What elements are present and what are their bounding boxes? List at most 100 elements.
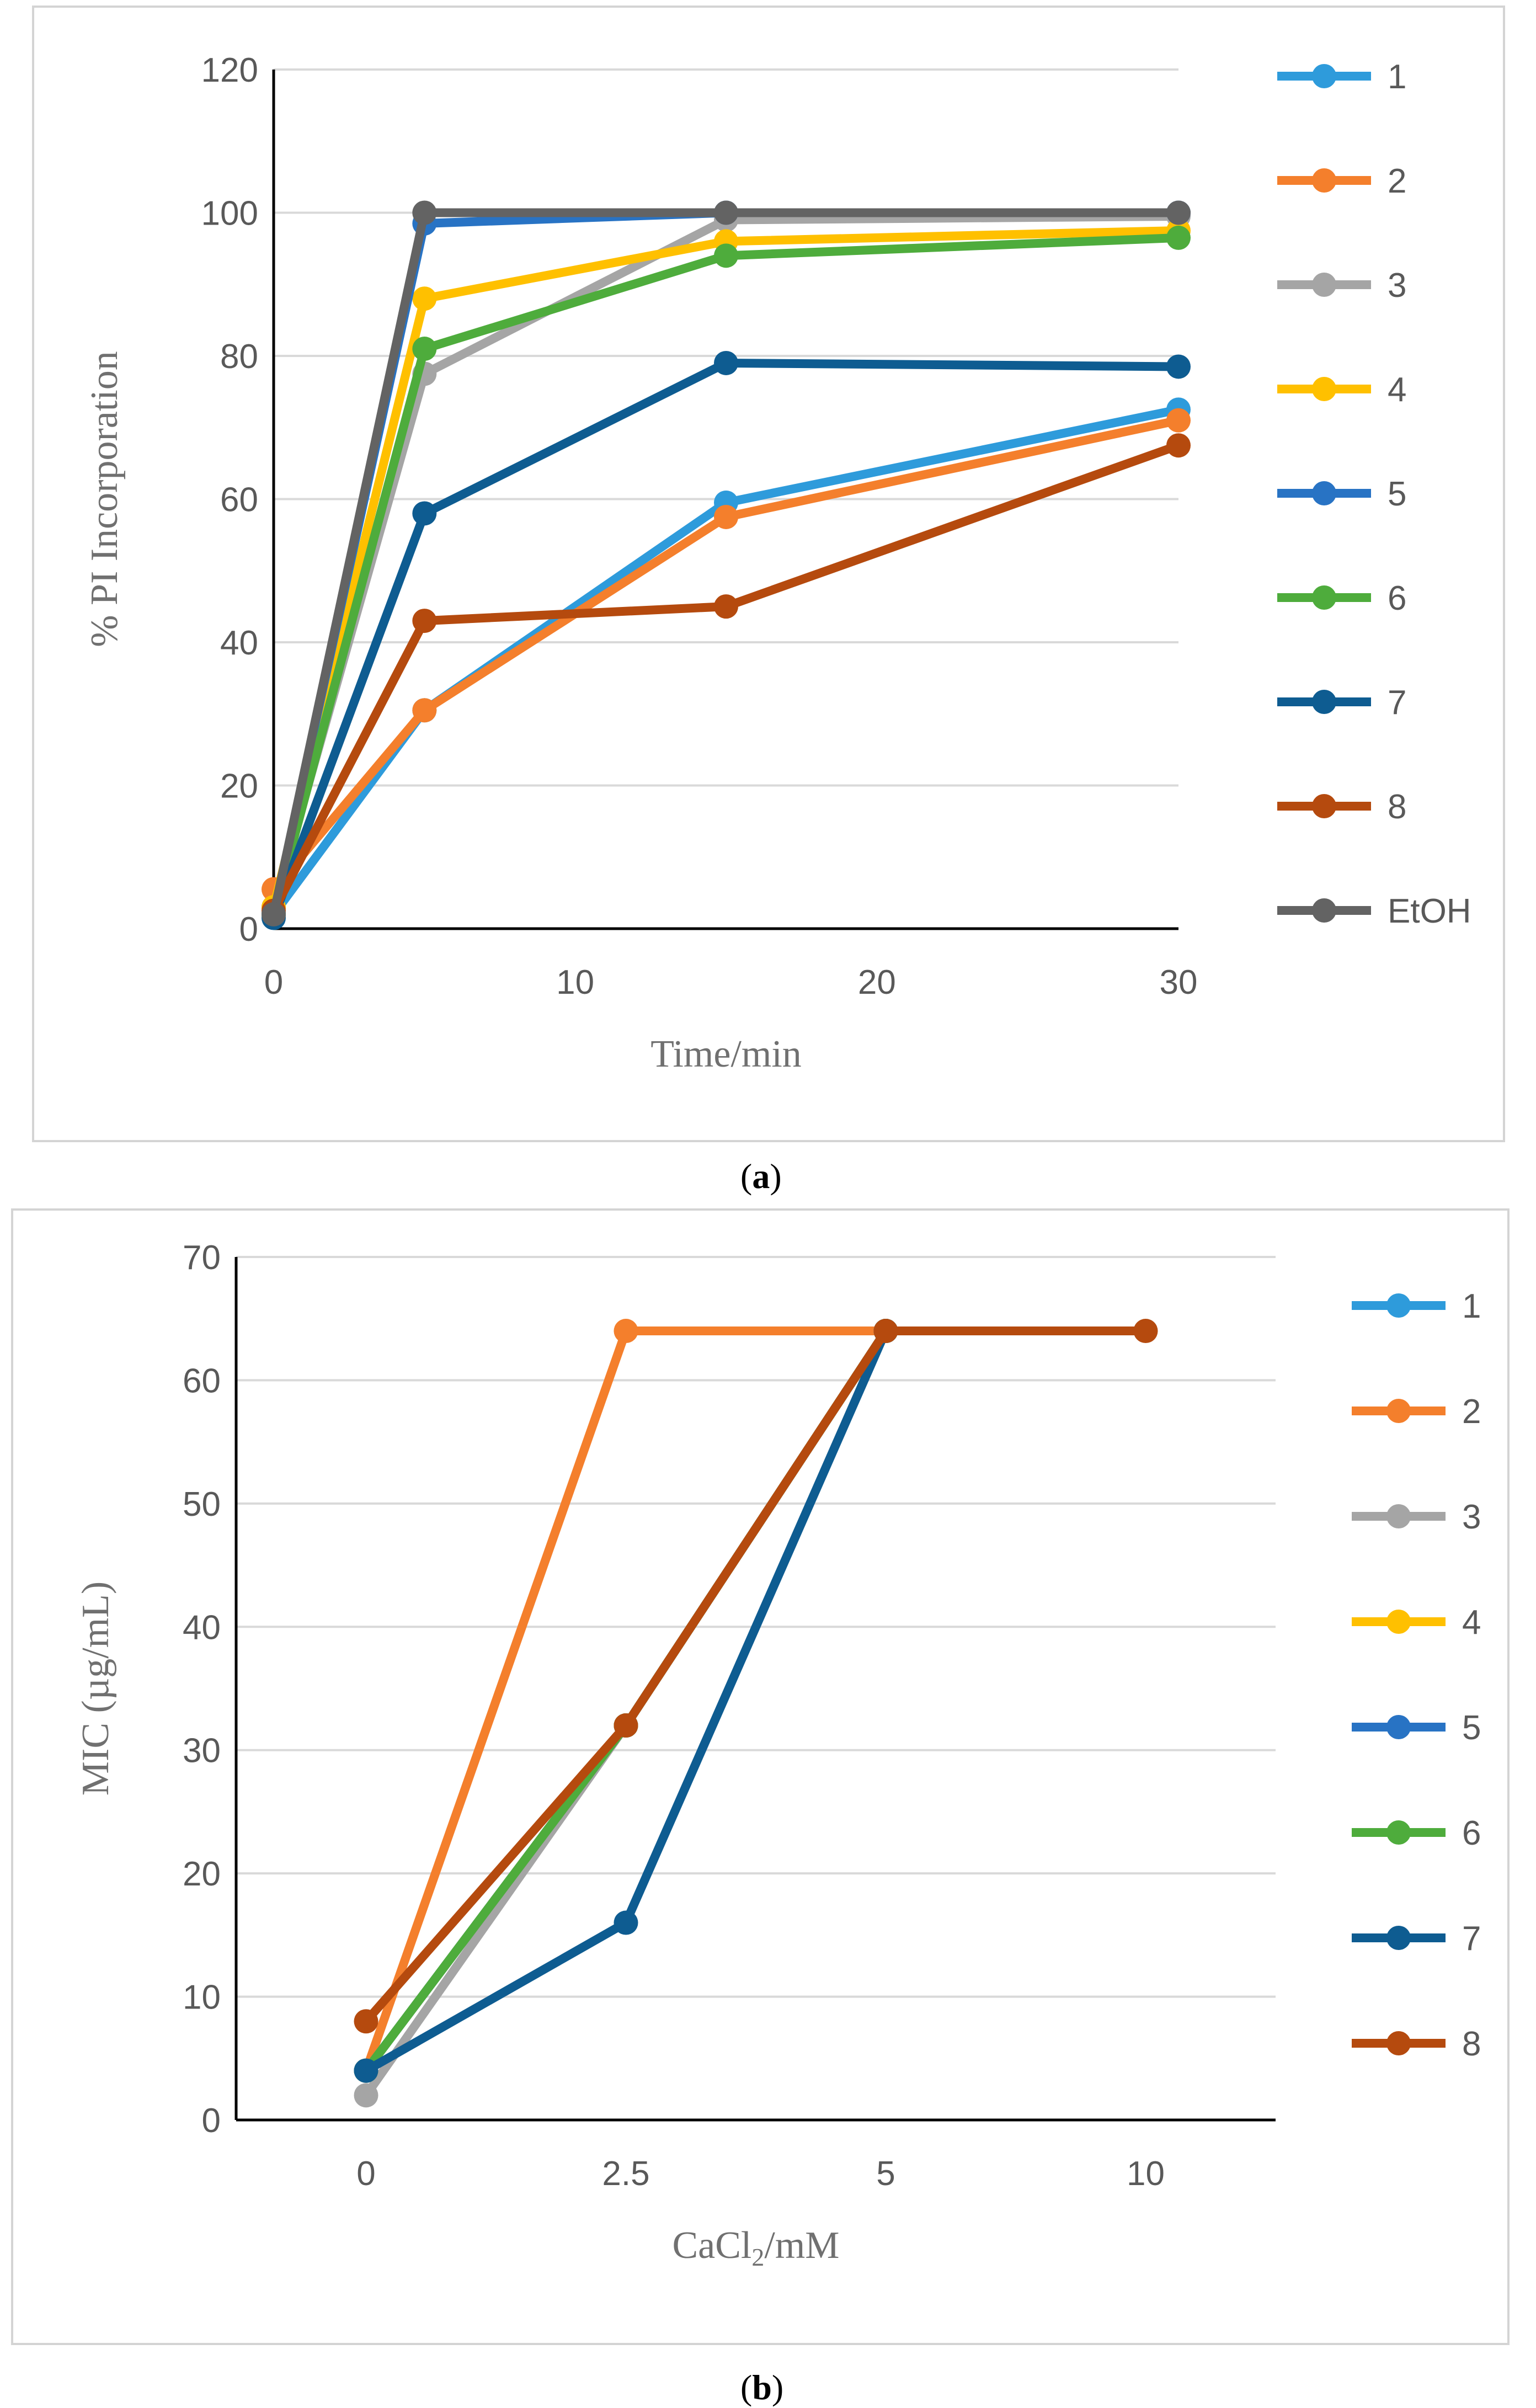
chart-a-series-6-point: [1166, 225, 1191, 250]
chart-b-legend-4-marker: [1386, 1610, 1411, 1634]
chart-b-series-7-point: [614, 1910, 638, 1935]
chart-a-series-4-point: [412, 286, 437, 311]
panel-label-b: (b): [740, 2368, 784, 2407]
chart-a-series-2-point: [1166, 408, 1191, 433]
chart-b-group: 0 10 20 30 40 50 60 70 0 2.5 5 10 CaCl2/mM MIC (µg/mL…: [74, 1239, 1481, 2271]
chart-a-y-tick-label: 0: [239, 910, 258, 949]
chart-b-legend-2-marker: [1386, 1399, 1411, 1423]
chart-a-series-7-point: [412, 501, 437, 526]
chart-a-series-8-point: [714, 594, 738, 619]
chart-a-y-tick-label: 20: [220, 768, 258, 806]
chart-a-legend-EtOH-label: EtOH: [1388, 892, 1471, 930]
chart-a-legend-1-marker: [1312, 64, 1336, 88]
chart-b-legend-1-label: 1: [1462, 1287, 1481, 1325]
chart-b-legend-8-marker: [1386, 2031, 1411, 2055]
chart-b-x-axis-title-tail: /mM: [764, 2224, 839, 2267]
chart-a-group: 0 20 40 60 80 100 120 0 10 20 30 Time/min % PI Incor…: [83, 51, 1471, 1075]
chart-a-legend-6-marker: [1312, 585, 1336, 610]
chart-a-legend-3-label: 3: [1388, 267, 1406, 305]
chart-a-series-EtOH-line: [269, 208, 1183, 919]
chart-a-series-EtOH-point: [262, 902, 286, 927]
chart-b-legend-5-label: 5: [1462, 1709, 1481, 1747]
chart-a-series-6-point: [714, 243, 738, 268]
chart-b-y-tick-label: 60: [183, 1362, 221, 1400]
chart-b-y-tick-label: 10: [183, 1979, 221, 2017]
chart-b-legend-4-label: 4: [1462, 1603, 1481, 1642]
panel-label-b-letter: b: [752, 2368, 772, 2407]
chart-b-legend-3-marker: [1386, 1504, 1411, 1528]
chart-a-series-7-point: [714, 350, 738, 375]
chart-b-legend-6-label: 6: [1462, 1814, 1481, 1852]
panel-label-a: (a): [740, 1157, 782, 1196]
chart-b-x-tick-label: 10: [1127, 2155, 1165, 2193]
chart-a-legend-8-label: 8: [1388, 788, 1406, 826]
chart-a-series-6-point: [412, 337, 437, 361]
chart-b-legend-6-marker: [1386, 1820, 1411, 1845]
chart-a-series-2-point: [412, 698, 437, 723]
chart-b-legend-3-label: 3: [1462, 1498, 1481, 1536]
chart-b-legend-8-label: 8: [1462, 2025, 1481, 2063]
chart-b-series-8-point: [354, 2009, 378, 2034]
chart-b-series-8-point: [873, 1319, 898, 1344]
chart-a-series-EtOH-point: [1166, 200, 1191, 225]
chart-a-y-tick-label: 120: [201, 51, 258, 89]
chart-a-x-tick-label: 0: [264, 963, 283, 1001]
chart-b-series-8-line: [361, 1326, 1150, 2026]
chart-a-y-tick-label: 40: [220, 624, 258, 662]
chart-b-legend-7-label: 7: [1462, 1920, 1481, 1958]
chart-a-series-8-point: [412, 609, 437, 633]
chart-a-x-axis-title: Time/min: [650, 1033, 802, 1075]
chart-b-series-8-point: [1133, 1319, 1158, 1344]
chart-a-legend-4-label: 4: [1388, 371, 1406, 409]
chart-a-series-6-line: [269, 233, 1183, 919]
chart-b-y-axis-title: MIC (µg/mL): [74, 1581, 117, 1796]
chart-a-series-EtOH-point: [714, 200, 738, 225]
chart-a-series-4-line: [269, 226, 1183, 912]
chart-a-legend-3-marker: [1312, 273, 1336, 297]
chart-a-y-axis-title: % PI Incorporation: [83, 351, 126, 647]
chart-a-series-8-point: [1166, 433, 1191, 458]
chart-a-series-7-line: [269, 358, 1183, 923]
chart-b-y-tick-label: 70: [183, 1239, 221, 1277]
chart-b-x-tick-label: 0: [356, 2155, 375, 2193]
chart-a-x-tick-label: 30: [1160, 963, 1198, 1001]
chart-b-series-2-point: [614, 1319, 638, 1344]
chart-b-y-tick-label: 20: [183, 1855, 221, 1893]
chart-b-y-tick-label: 0: [202, 2102, 221, 2140]
chart-a-legend-7-marker: [1312, 690, 1336, 714]
chart-a-legend-2-marker: [1312, 168, 1336, 193]
chart-b-frame: [11, 1208, 1510, 2345]
chart-a-legend-1-label: 1: [1388, 58, 1406, 96]
chart-b-series-8-point: [614, 1713, 638, 1738]
chart-a-legend-5-marker: [1312, 481, 1336, 505]
chart-b-y-tick-label: 50: [183, 1485, 221, 1523]
chart-b-legend-1-marker: [1386, 1293, 1411, 1318]
chart-b-legend-2-label: 2: [1462, 1393, 1481, 1431]
chart-a-legend-2-label: 2: [1388, 162, 1406, 200]
chart-b-y-tick-label: 40: [183, 1608, 221, 1647]
chart-a-legend-4-marker: [1312, 377, 1336, 401]
chart-a-series-2-point: [714, 504, 738, 529]
chart-a-frame: [32, 6, 1505, 1142]
chart-a-x-tick-label: 10: [556, 963, 594, 1001]
chart-a-series-7-point: [1166, 354, 1191, 379]
chart-b-x-axis-title-sub: 2: [751, 2243, 764, 2271]
chart-b-legend-5-marker: [1386, 1715, 1411, 1739]
chart-a-x-tick-label: 20: [858, 963, 896, 1001]
chart-b-x-tick-label: 2.5: [602, 2155, 649, 2193]
chart-a-legend-EtOH-marker: [1312, 898, 1336, 923]
chart-a-y-tick-label: 100: [201, 195, 258, 233]
chart-a-series-8-line: [269, 441, 1183, 915]
panel-label-a-letter: a: [752, 1157, 770, 1196]
chart-a-series-EtOH-point: [412, 200, 437, 225]
chart-b-x-tick-label: 5: [876, 2155, 895, 2193]
chart-b-series-7-point: [354, 2058, 378, 2083]
chart-a-legend-5-label: 5: [1388, 475, 1406, 513]
chart-b-x-axis-title: CaCl2/mM: [672, 2224, 839, 2271]
chart-b-y-tick-label: 30: [183, 1732, 221, 1770]
chart-a-y-tick-label: 80: [220, 338, 258, 376]
chart-a-y-tick-label: 60: [220, 481, 258, 519]
chart-b-series-3-point: [354, 2083, 378, 2108]
chart-a-legend-6-label: 6: [1388, 579, 1406, 617]
